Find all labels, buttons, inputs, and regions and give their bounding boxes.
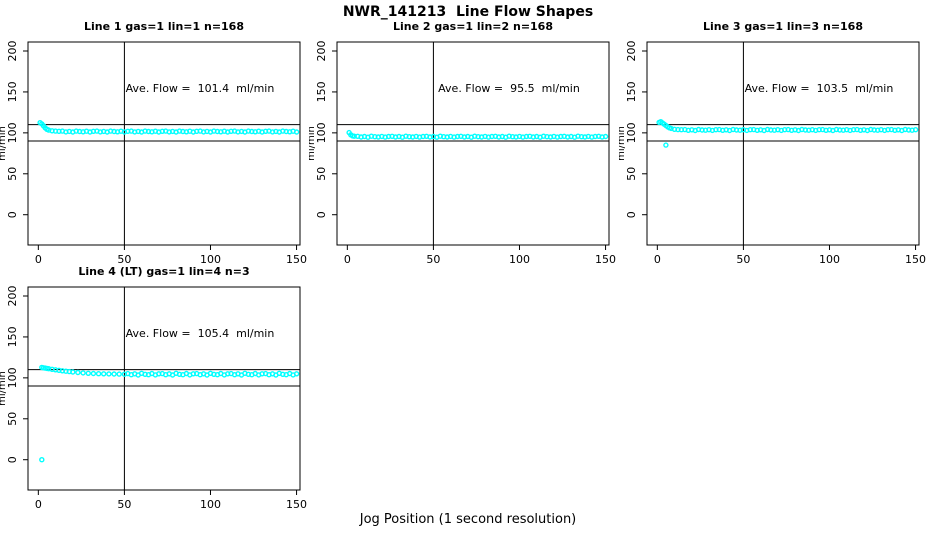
y-axis-tick-label: 200 [315, 41, 328, 62]
panel-line-3-ave-flow-annotation: Ave. Flow = 103.5 ml/min [744, 82, 894, 95]
y-axis-tick-label: 200 [625, 41, 638, 62]
data-point [70, 369, 76, 375]
x-axis-tick-label: 100 [200, 498, 221, 511]
x-axis-tick-label: 50 [426, 253, 440, 266]
x-axis-tick-label: 150 [286, 498, 307, 511]
data-point [90, 370, 97, 377]
y-axis-tick-label: 100 [6, 122, 19, 143]
data-point [85, 370, 92, 377]
y-axis-title: ml/min [0, 126, 8, 161]
y-axis-tick-label: 150 [315, 81, 328, 102]
y-axis-tick-label: 50 [315, 167, 328, 181]
data-point [100, 371, 107, 377]
panel-line-2-title: Line 2 gas=1 lin=2 n=168 [392, 20, 553, 33]
x-axis-tick-label: 100 [200, 253, 221, 266]
data-point [95, 370, 102, 377]
y-axis-tick-label: 50 [625, 167, 638, 181]
plot-border [646, 41, 920, 246]
data-point [912, 126, 919, 133]
panel-line-3: Line 3 gas=1 lin=3 n=168 0 50 100 150 0 50 100… [619, 20, 929, 275]
x-axis-tick-label: 150 [595, 253, 616, 266]
panel-line-1-title: Line 1 gas=1 lin=1 n=168 [83, 20, 244, 33]
panel-line-1-ave-flow-annotation: Ave. Flow = 101.4 ml/min [125, 82, 275, 95]
y-axis-tick-label: 100 [625, 122, 638, 143]
x-axis-tick-label: 0 [35, 498, 42, 511]
panel-line-4-ave-flow-annotation: Ave. Flow = 105.4 ml/min [125, 327, 275, 340]
y-axis-title: ml/min [619, 126, 627, 161]
data-point [116, 371, 122, 377]
data-point [111, 371, 117, 377]
panel-line-3-title: Line 3 gas=1 lin=3 n=168 [702, 20, 863, 33]
x-axis-tick-label: 0 [344, 253, 351, 266]
panel-line-4: Line 4 (LT) gas=1 lin=4 n=3 0 50 100 150 0 50… [0, 265, 310, 520]
data-point [106, 371, 112, 377]
x-axis-tick-label: 150 [286, 253, 307, 266]
x-axis-tick-label: 0 [654, 253, 661, 266]
panel-line-3-plot: 0 50 100 150 0 50 100 150 200 ml/min [619, 41, 926, 266]
y-axis-tick-label: 150 [6, 326, 19, 347]
y-axis-tick-label: 150 [625, 81, 638, 102]
y-axis-tick-label: 100 [315, 122, 328, 143]
y-axis-tick-label: 0 [625, 211, 638, 218]
panel-line-2: Line 2 gas=1 lin=2 n=168 0 50 100 150 0 50 100… [309, 20, 619, 275]
plot-border [27, 286, 301, 491]
y-axis-tick-label: 50 [6, 167, 19, 181]
panel-line-1-plot: 0 50 100 150 0 50 100 150 200 ml/min [0, 41, 307, 266]
panel-line-4-plot: 0 50 100 150 0 50 100 150 200 ml/min [0, 286, 307, 511]
x-axis-tick-label: 0 [35, 253, 42, 266]
y-axis-tick-label: 200 [6, 41, 19, 62]
data-point [39, 456, 45, 463]
x-axis-tick-label: 50 [117, 253, 131, 266]
y-axis-title: ml/min [309, 126, 317, 161]
data-point [75, 369, 81, 376]
y-axis-title: ml/min [0, 371, 8, 406]
y-axis-tick-label: 50 [6, 412, 19, 426]
data-point [293, 371, 300, 377]
y-axis-tick-label: 0 [315, 211, 328, 218]
y-axis-tick-label: 100 [6, 367, 19, 388]
y-axis-tick-label: 0 [6, 456, 19, 463]
y-axis-tick-label: 200 [6, 286, 19, 307]
x-axis-tick-label: 150 [905, 253, 926, 266]
panel-line-2-ave-flow-annotation: Ave. Flow = 95.5 ml/min [438, 82, 580, 95]
plot-border [336, 41, 610, 246]
x-axis-tick-label: 50 [117, 498, 131, 511]
data-point [663, 142, 669, 148]
plot-border [27, 41, 301, 246]
x-axis-tick-label: 100 [819, 253, 840, 266]
figure-title: NWR_141213 Line Flow Shapes [342, 4, 594, 20]
x-axis-tick-label: 100 [509, 253, 530, 266]
panel-line-1: Line 1 gas=1 lin=1 n=168 0 50 100 150 0 50 100… [0, 20, 310, 275]
panel-line-4-title: Line 4 (LT) gas=1 lin=4 n=3 [78, 265, 250, 278]
x-axis-tick-label: 50 [736, 253, 750, 266]
data-point [602, 133, 609, 140]
data-point [80, 370, 86, 376]
shared-x-axis-label: Jog Position (1 second resolution) [359, 512, 577, 527]
y-axis-tick-label: 150 [6, 81, 19, 102]
y-axis-tick-label: 0 [6, 211, 19, 218]
data-point [293, 129, 300, 135]
panel-line-2-plot: 0 50 100 150 0 50 100 150 200 ml/min [309, 41, 616, 266]
